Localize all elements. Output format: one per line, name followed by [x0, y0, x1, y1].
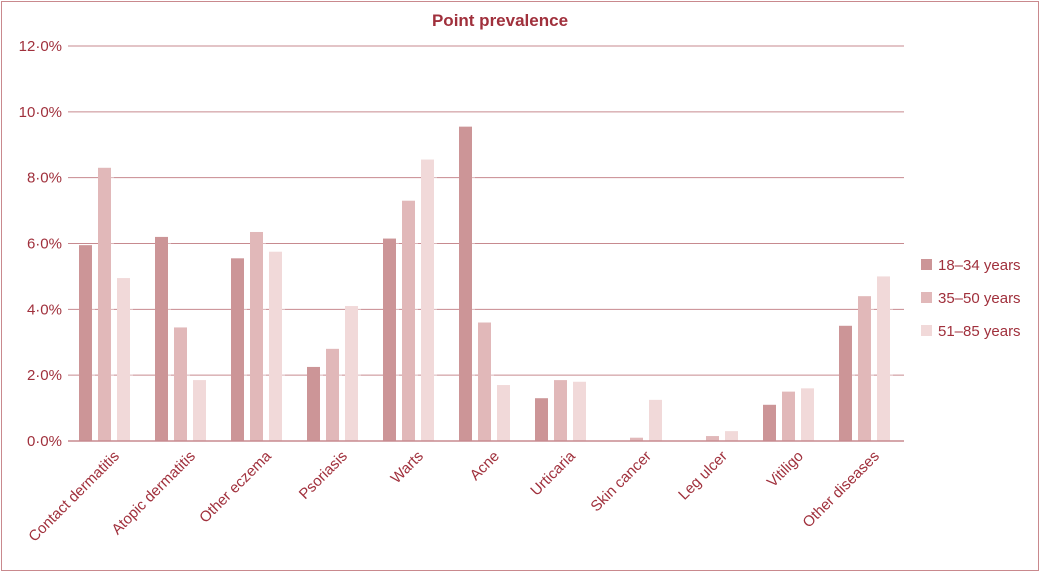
- bar: [801, 388, 814, 441]
- bar-highlight: [662, 399, 665, 441]
- bar: [421, 159, 434, 441]
- bar: [383, 238, 396, 441]
- bar: [345, 306, 358, 441]
- x-category-label: Skin cancer: [587, 448, 654, 515]
- bar-highlight: [472, 126, 475, 441]
- legend-swatch: [921, 292, 932, 303]
- legend-label: 51–85 years: [938, 323, 1021, 340]
- bar-highlight: [282, 251, 285, 441]
- bar-highlight: [491, 322, 494, 441]
- bar: [725, 431, 738, 441]
- bar: [402, 200, 415, 441]
- bar: [497, 385, 510, 441]
- bar-highlight: [776, 404, 779, 441]
- bar: [459, 126, 472, 441]
- bar-highlight: [187, 327, 190, 441]
- x-category-label: Warts: [388, 448, 427, 487]
- bar: [250, 231, 263, 441]
- bar-highlight: [206, 380, 209, 441]
- bar: [478, 322, 491, 441]
- legend-swatch: [921, 259, 932, 270]
- bar-highlight: [130, 278, 133, 441]
- x-category-label: Psoriasis: [296, 448, 351, 503]
- bar: [98, 167, 111, 441]
- bar: [782, 391, 795, 441]
- x-category-label: Vitiligo: [764, 448, 807, 491]
- bar: [630, 437, 643, 441]
- y-tick-label: 6·0%: [27, 236, 62, 253]
- bar-highlight: [871, 296, 874, 441]
- bar: [117, 278, 130, 441]
- bar: [839, 325, 852, 441]
- bar-highlight: [320, 366, 323, 441]
- bar-highlight: [643, 437, 646, 441]
- bar: [231, 258, 244, 441]
- bar-highlight: [244, 258, 247, 441]
- bar-highlight: [890, 276, 893, 441]
- bars: [79, 126, 893, 441]
- bar: [193, 380, 206, 441]
- legend-swatch: [921, 325, 932, 336]
- bar: [573, 381, 586, 441]
- x-category-label: Contact dermatitis: [25, 448, 123, 546]
- bar: [877, 276, 890, 441]
- x-category-label: Other diseases: [799, 448, 882, 531]
- bar-highlight: [586, 381, 589, 441]
- y-tick-label: 0·0%: [27, 433, 62, 450]
- x-category-label: Leg ulcer: [675, 448, 731, 504]
- bar: [79, 245, 92, 441]
- bar-highlight: [111, 167, 114, 441]
- bar: [174, 327, 187, 441]
- x-category-label: Urticaria: [527, 447, 579, 499]
- bar: [763, 404, 776, 441]
- bar: [155, 236, 168, 441]
- y-tick-label: 4·0%: [27, 301, 62, 318]
- bar-highlight: [415, 200, 418, 441]
- bar-highlight: [339, 348, 342, 441]
- bar: [326, 348, 339, 441]
- x-category-label: Acne: [467, 448, 503, 484]
- bar: [554, 380, 567, 441]
- legend-label: 18–34 years: [938, 257, 1021, 274]
- bar-highlight: [510, 385, 513, 441]
- y-tick-label: 2·0%: [27, 367, 62, 384]
- bar: [269, 251, 282, 441]
- y-axis: 0·0% 2·0% 4·0% 6·0% 8·0% 10·0% 12·0%: [19, 38, 62, 450]
- y-tick-label: 10·0%: [19, 104, 62, 121]
- bar-highlight: [795, 391, 798, 441]
- bar: [535, 398, 548, 441]
- bar: [307, 366, 320, 441]
- x-category-label: Other eczema: [196, 447, 275, 526]
- bar-highlight: [434, 159, 437, 441]
- bar-highlight: [814, 388, 817, 441]
- legend-label: 35–50 years: [938, 290, 1021, 307]
- chart-title: Point prevalence: [432, 11, 568, 30]
- bar-highlight: [738, 431, 741, 441]
- bar: [649, 399, 662, 441]
- bar-highlight: [567, 380, 570, 441]
- bar-highlight: [358, 306, 361, 441]
- legend: 18–34 years 35–50 years 51–85 years: [921, 257, 1021, 340]
- bar-highlight: [263, 231, 266, 441]
- bar-highlight: [548, 398, 551, 441]
- bar: [706, 436, 719, 441]
- bar: [858, 296, 871, 441]
- y-tick-label: 8·0%: [27, 170, 62, 187]
- bar-highlight: [396, 238, 399, 441]
- bar-highlight: [852, 325, 855, 441]
- bar-highlight: [92, 245, 95, 441]
- x-category-label: Atopic dermatitis: [108, 448, 198, 538]
- bar-highlight: [168, 236, 171, 441]
- y-tick-label: 12·0%: [19, 38, 62, 55]
- bar-highlight: [719, 436, 722, 441]
